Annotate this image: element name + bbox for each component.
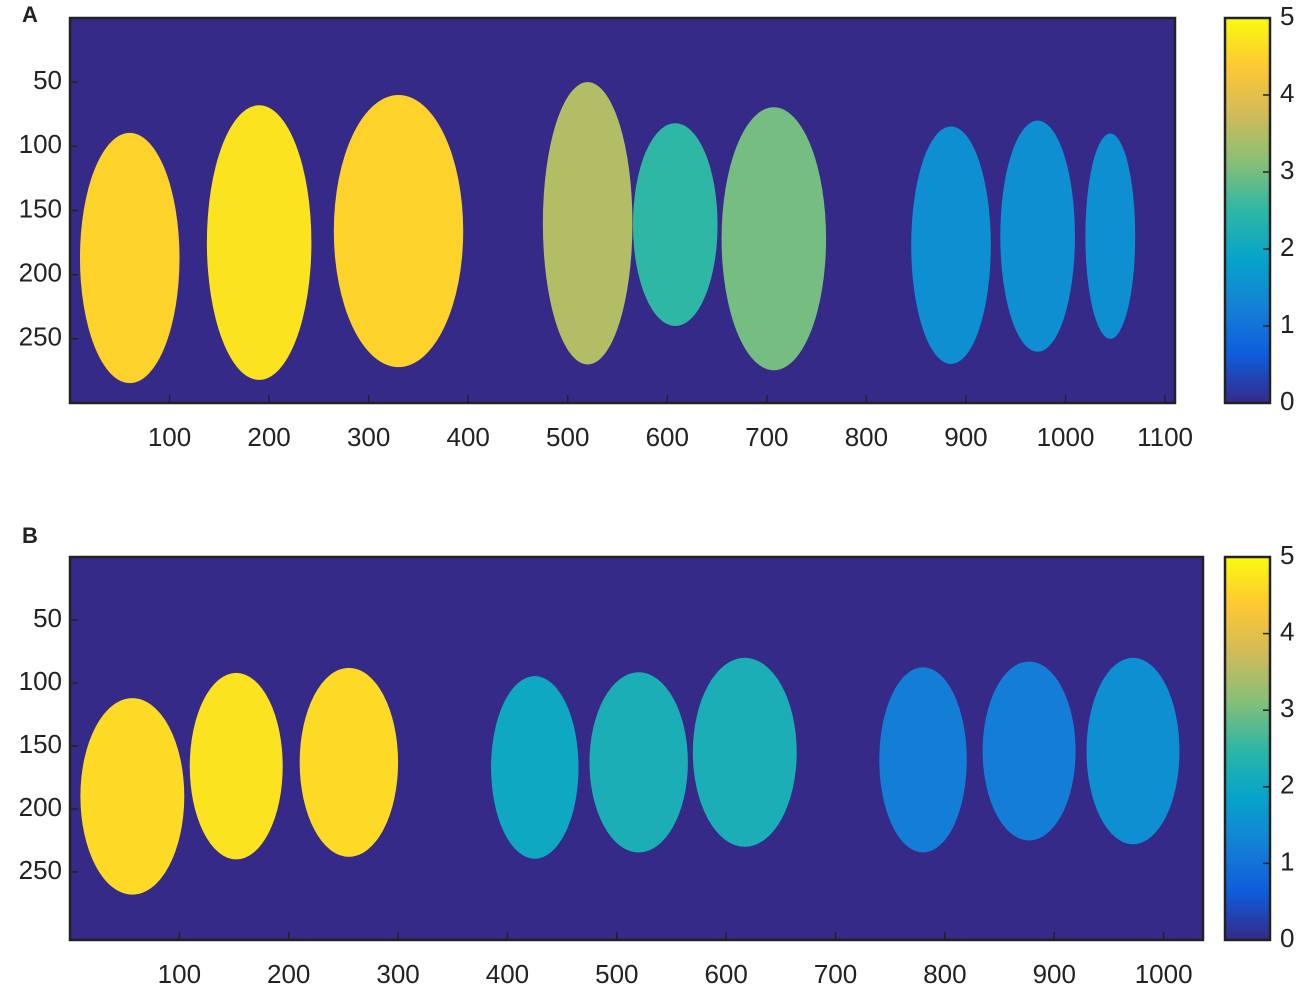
x-tick-label: 600 bbox=[646, 422, 689, 452]
sample-region bbox=[879, 667, 967, 853]
x-tick-label: 900 bbox=[944, 422, 987, 452]
sample-region bbox=[206, 105, 312, 380]
y-tick-label: 50 bbox=[33, 65, 62, 95]
x-tick-label: 100 bbox=[158, 959, 201, 987]
sample-region bbox=[721, 107, 827, 371]
y-tick-label: 250 bbox=[19, 322, 62, 352]
y-tick-label: 100 bbox=[19, 129, 62, 159]
sample-region bbox=[982, 661, 1076, 841]
colorbar-tick-label: 1 bbox=[1280, 309, 1294, 339]
x-tick-label: 1000 bbox=[1135, 959, 1193, 987]
colorbar-tick-label: 0 bbox=[1280, 923, 1294, 953]
x-tick-label: 800 bbox=[923, 959, 966, 987]
colorbar-tick-label: 4 bbox=[1280, 78, 1294, 108]
sample-region bbox=[80, 698, 185, 895]
colorbar-tick-label: 5 bbox=[1280, 1, 1294, 31]
y-tick-label: 200 bbox=[19, 258, 62, 288]
sample-region bbox=[333, 95, 464, 368]
x-tick-label: 200 bbox=[267, 959, 310, 987]
sample-region bbox=[1000, 120, 1075, 352]
x-tick-label: 500 bbox=[546, 422, 589, 452]
plot-frame bbox=[68, 555, 1205, 942]
x-tick-label: 400 bbox=[447, 422, 490, 452]
colorbar-tick-label: 2 bbox=[1280, 232, 1294, 262]
x-tick-label: 300 bbox=[347, 422, 390, 452]
colorbar-tick-label: 4 bbox=[1280, 616, 1294, 646]
x-tick-label: 200 bbox=[247, 422, 290, 452]
x-tick-label: 100 bbox=[148, 422, 191, 452]
colorbar bbox=[1223, 16, 1272, 405]
x-tick-label: 500 bbox=[595, 959, 638, 987]
x-tick-label: 1100 bbox=[1137, 422, 1193, 452]
y-tick-label: 200 bbox=[19, 792, 62, 822]
y-tick-label: 100 bbox=[19, 666, 62, 696]
sample-region bbox=[589, 672, 688, 853]
sample-region bbox=[632, 123, 718, 326]
sample-region bbox=[1085, 133, 1136, 339]
x-tick-label: 1000 bbox=[1037, 422, 1095, 452]
colorbar bbox=[1223, 555, 1272, 942]
sample-region bbox=[189, 672, 283, 860]
y-tick-label: 150 bbox=[19, 729, 62, 759]
y-tick-label: 250 bbox=[19, 855, 62, 885]
colorbar-tick-label: 3 bbox=[1280, 155, 1294, 185]
x-tick-label: 600 bbox=[704, 959, 747, 987]
colorbar-tick-label: 5 bbox=[1280, 540, 1294, 570]
y-tick-label: 150 bbox=[19, 193, 62, 223]
colorbar-tick-label: 1 bbox=[1280, 846, 1294, 876]
panel-label: A bbox=[22, 2, 38, 27]
colorbar-tick-label: 2 bbox=[1280, 770, 1294, 800]
x-tick-label: 800 bbox=[845, 422, 888, 452]
sample-region bbox=[491, 676, 579, 859]
panel-label: B bbox=[22, 523, 38, 548]
colorbar-tick-label: 3 bbox=[1280, 693, 1294, 723]
sample-region bbox=[542, 82, 633, 365]
x-tick-label: 300 bbox=[376, 959, 419, 987]
x-tick-label: 400 bbox=[486, 959, 529, 987]
sample-region bbox=[1086, 657, 1180, 845]
sample-region bbox=[299, 667, 399, 857]
x-tick-label: 700 bbox=[745, 422, 788, 452]
colorbar-tick-label: 0 bbox=[1280, 386, 1294, 416]
sample-region bbox=[692, 657, 797, 847]
x-tick-label: 700 bbox=[814, 959, 857, 987]
y-tick-label: 50 bbox=[33, 603, 62, 633]
sample-region bbox=[911, 126, 991, 364]
x-tick-label: 900 bbox=[1033, 959, 1076, 987]
sample-region bbox=[79, 132, 180, 384]
